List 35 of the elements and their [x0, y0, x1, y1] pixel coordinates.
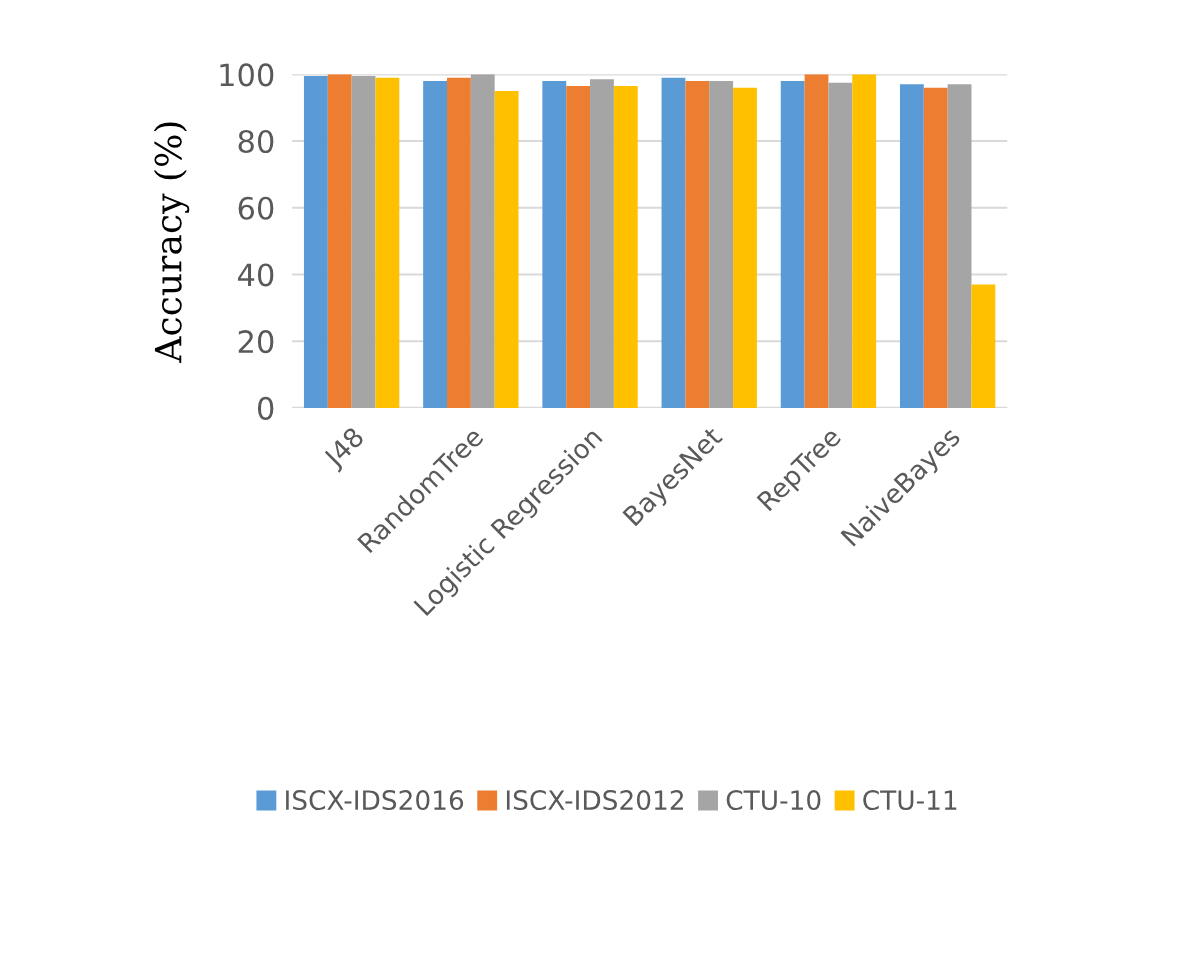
bar — [828, 82, 853, 408]
bar — [852, 74, 877, 408]
bar — [685, 81, 710, 408]
bar — [923, 87, 948, 408]
y-tick-label: 100 — [220, 63, 274, 87]
y-tick-label: 0 — [257, 396, 274, 420]
y-tick-label: 80 — [238, 129, 274, 154]
legend-label: CTU-11 — [863, 790, 957, 811]
y-axis-title: Accuracy (%) — [153, 122, 190, 363]
bar — [470, 74, 495, 408]
bar — [447, 77, 471, 408]
legend-label: CTU-10 — [726, 790, 821, 811]
bar — [590, 79, 614, 408]
y-tick-label: 20 — [238, 330, 274, 354]
bar — [375, 77, 400, 408]
bar — [709, 81, 734, 408]
bar — [780, 81, 805, 408]
bar — [494, 91, 519, 408]
legend-label: ISCX-IDS2016 — [286, 790, 464, 811]
bar — [327, 74, 352, 408]
y-tick-label: 40 — [237, 263, 274, 287]
bar — [566, 86, 591, 408]
bar — [804, 74, 829, 408]
bar — [303, 76, 328, 408]
bar — [899, 84, 924, 408]
bar — [661, 77, 686, 408]
legend-label: ISCX-IDS2012 — [506, 790, 683, 811]
bar — [733, 87, 757, 408]
bar — [947, 84, 972, 408]
y-tick-label: 60 — [238, 196, 274, 220]
bar — [542, 81, 567, 408]
bar — [613, 86, 638, 408]
bar — [971, 284, 996, 408]
bar — [423, 81, 447, 408]
bar — [351, 76, 376, 408]
